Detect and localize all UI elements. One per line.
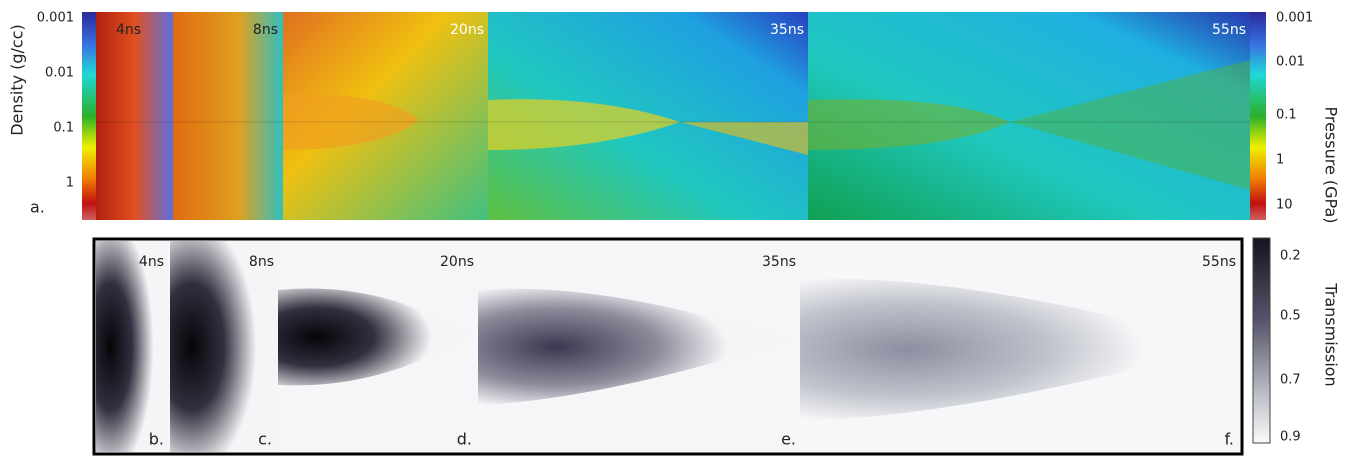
panel-label: b. <box>149 430 164 449</box>
density-colorbar <box>82 12 96 220</box>
panel-8ns <box>170 241 278 452</box>
panel-label: a. <box>30 198 45 217</box>
tick-label: 1 <box>66 176 74 191</box>
tick-label: 0.001 <box>1276 11 1313 26</box>
tick-label: 0.2 <box>1280 249 1301 264</box>
panel-label: e. <box>781 430 796 449</box>
pressure-colorbar <box>1250 12 1266 220</box>
panel-4ns <box>96 241 168 452</box>
time-label: 35ns <box>762 254 796 270</box>
jet <box>808 99 1010 150</box>
shadow <box>800 278 1230 420</box>
time-label: 20ns <box>440 254 474 270</box>
tick-label: 10 <box>1276 198 1293 213</box>
tick-label: 0.1 <box>1276 108 1297 123</box>
time-label: 4ns <box>116 22 141 38</box>
time-label: 35ns <box>770 22 804 38</box>
jet <box>1010 60 1250 190</box>
tick-label: 1 <box>1276 153 1284 168</box>
axis-title: Density (g/cc) <box>8 24 27 136</box>
jet <box>488 99 680 150</box>
panel-8ns <box>173 12 283 220</box>
shadow <box>278 288 470 386</box>
time-label: 55ns <box>1202 254 1236 270</box>
panel-4ns <box>96 12 173 220</box>
tick-label: 0.1 <box>53 121 74 136</box>
time-label: 20ns <box>450 22 484 38</box>
panel-label: d. <box>457 430 472 449</box>
tick-label: 0.9 <box>1280 430 1301 445</box>
time-label: 8ns <box>253 22 278 38</box>
time-label: 55ns <box>1212 22 1246 38</box>
tick-label: 0.7 <box>1280 373 1301 388</box>
jet <box>488 122 808 155</box>
panel-label: f. <box>1224 430 1234 449</box>
axis-title: Pressure (GPa) <box>1322 106 1341 223</box>
axis-title: Transmission <box>1322 282 1341 386</box>
time-label: 4ns <box>139 254 164 270</box>
tick-label: 0.001 <box>37 11 74 26</box>
time-label: 8ns <box>249 254 274 270</box>
tick-label: 0.5 <box>1280 309 1301 324</box>
tick-label: 0.01 <box>45 66 74 81</box>
transmission-colorbar <box>1252 237 1271 444</box>
jet <box>283 94 420 150</box>
shadow <box>478 288 790 405</box>
tick-label: 0.01 <box>1276 55 1305 70</box>
panel-label: c. <box>258 430 272 449</box>
